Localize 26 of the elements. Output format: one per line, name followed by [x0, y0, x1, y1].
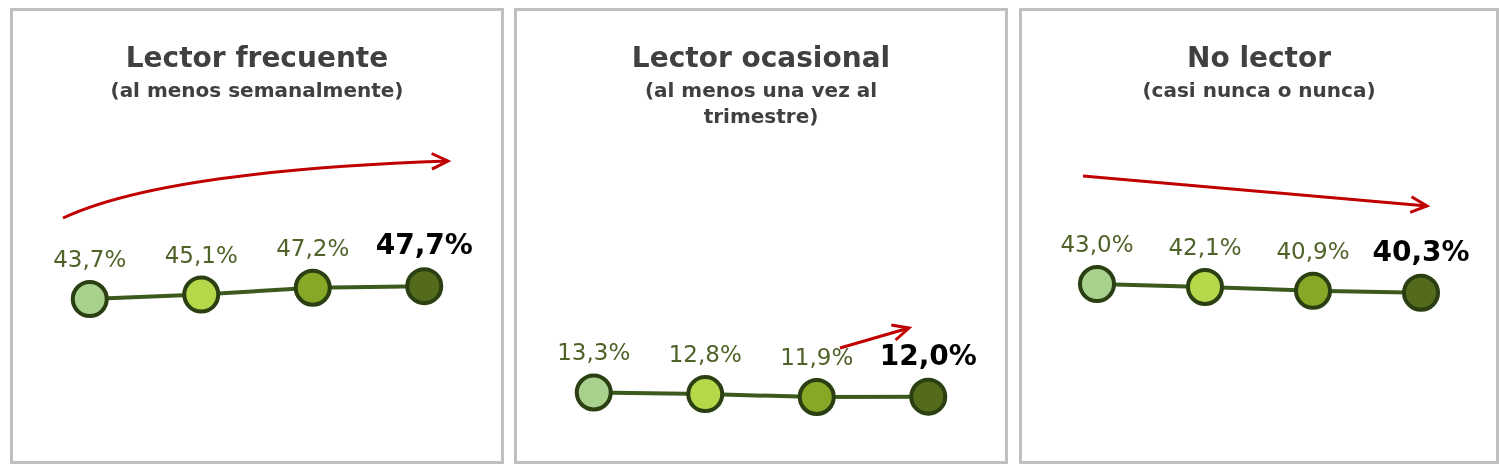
- point: [1078, 265, 1116, 304]
- data-label: 13,3%: [557, 339, 631, 366]
- data-label: 40,3%: [1372, 234, 1470, 268]
- point: [1294, 271, 1332, 310]
- point: [293, 268, 332, 307]
- data-label: 43,0%: [1060, 231, 1134, 258]
- chart-subtitle: (al menos semanalmente): [109, 77, 405, 103]
- data-label: 47,2%: [276, 234, 350, 261]
- data-label: 45,1%: [164, 241, 238, 268]
- data-label: 42,1%: [1168, 233, 1242, 260]
- chart-title: Lector ocasional: [630, 41, 892, 75]
- chart-subtitle: (casi nunca o nunca): [1141, 77, 1377, 103]
- point: [182, 275, 221, 314]
- data-label: 43,7%: [53, 246, 127, 273]
- point: [405, 267, 444, 306]
- data-label: 40,9%: [1276, 237, 1350, 264]
- point: [1402, 273, 1440, 312]
- data-label: 12,0%: [879, 338, 977, 372]
- data-label: 47,7%: [375, 228, 473, 262]
- point: [70, 280, 109, 319]
- data-label: 11,9%: [780, 344, 854, 371]
- data-label: 12,8%: [668, 341, 742, 368]
- chart-title: Lector frecuente: [124, 41, 390, 75]
- chart-subtitle: (al menos una vez al trimestre): [643, 77, 879, 129]
- chart-title: No lector: [1185, 41, 1332, 75]
- point: [1186, 267, 1224, 306]
